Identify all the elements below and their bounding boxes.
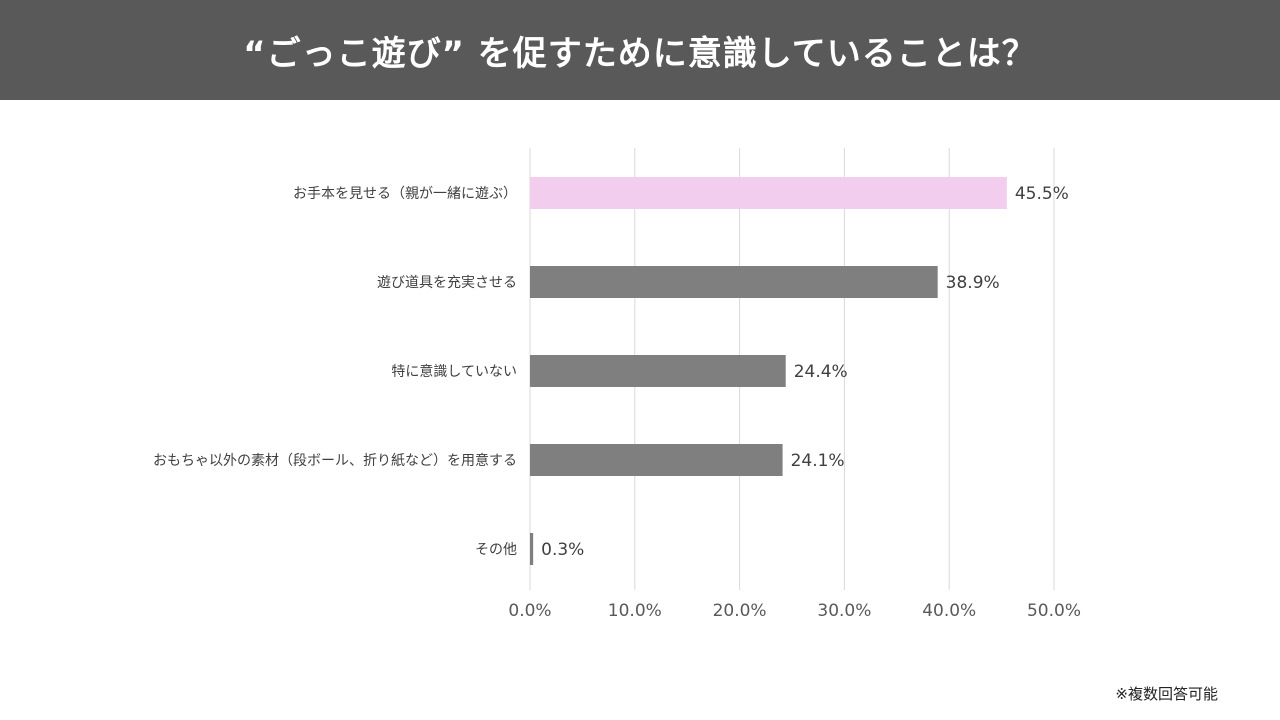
- bar: [530, 177, 1007, 209]
- bar: [530, 444, 783, 476]
- data-label: 24.4%: [794, 362, 848, 382]
- bar: [530, 266, 938, 298]
- x-tick-label: 10.0%: [608, 601, 662, 621]
- category-label: おもちゃ以外の素材（段ボール、折り紙など）を用意する: [153, 452, 517, 469]
- data-label: 24.1%: [791, 451, 845, 471]
- x-tick-label: 0.0%: [508, 601, 551, 621]
- x-tick-label: 40.0%: [922, 601, 976, 621]
- category-label: お手本を見せる（親が一緒に遊ぶ）: [293, 186, 517, 202]
- x-tick-label: 20.0%: [713, 601, 767, 621]
- category-label: 特に意識していない: [391, 363, 517, 380]
- data-label: 45.5%: [1015, 184, 1069, 204]
- header-bar: “ごっこ遊び” を促すために意識していることは？: [0, 0, 1280, 100]
- data-label: 0.3%: [541, 540, 584, 560]
- category-label: 遊び道具を充実させる: [377, 275, 517, 291]
- category-label: その他: [475, 542, 517, 558]
- x-tick-label: 30.0%: [817, 601, 871, 621]
- bar: [530, 355, 786, 387]
- page-title: “ごっこ遊び” を促すために意識していることは？: [243, 33, 1037, 74]
- data-label: 38.9%: [946, 273, 1000, 293]
- bar: [530, 533, 534, 565]
- x-tick-label: 50.0%: [1027, 601, 1081, 621]
- footnote: ※複数回答可能: [1115, 685, 1218, 703]
